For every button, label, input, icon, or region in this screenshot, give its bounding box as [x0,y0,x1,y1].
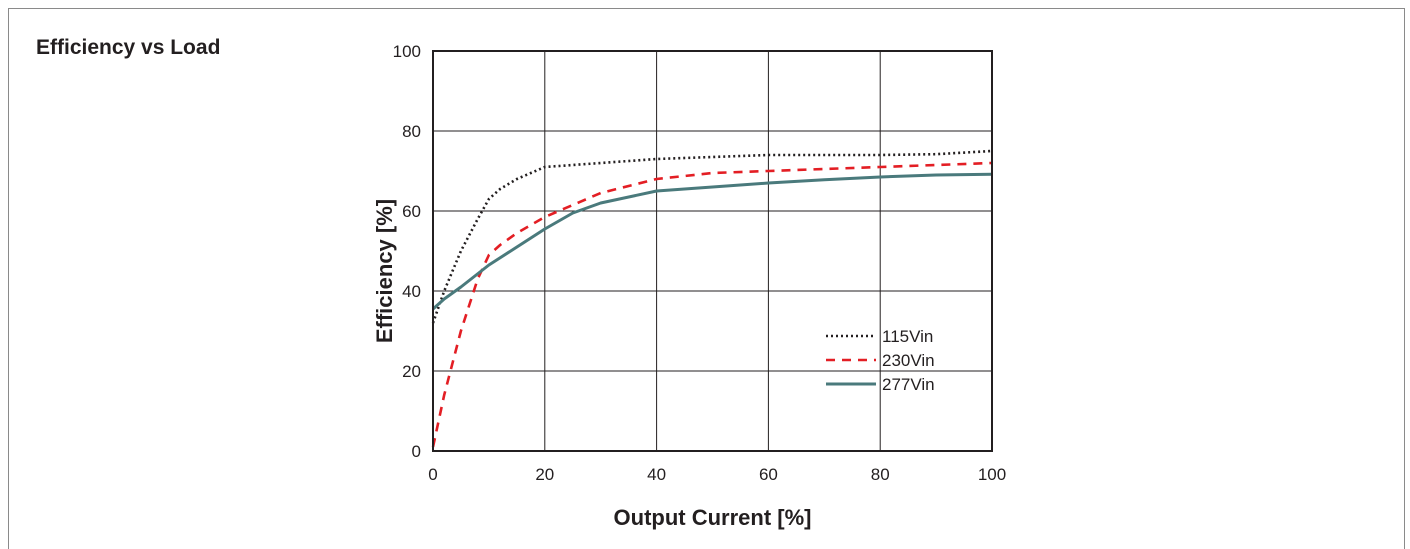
x-tick-label: 80 [871,465,890,484]
series-line-115vin [431,149,993,324]
legend: 115Vin 230Vin 277Vin [826,327,935,394]
legend-label-277vin: 277Vin [882,375,935,394]
x-tick-label: 40 [647,465,666,484]
x-tick-labels: 0 20 40 60 80 100 [428,465,1006,484]
x-tick-label: 100 [978,465,1006,484]
x-tick-label: 20 [535,465,554,484]
panel-title: Efficiency vs Load [36,36,221,59]
y-tick-label: 40 [402,282,421,301]
series-lines [431,149,993,448]
plot-area-border [432,50,993,452]
y-tick-label: 80 [402,122,421,141]
series-line-230vin [431,161,993,448]
legend-label-230vin: 230Vin [882,351,935,370]
y-axis-label: Efficiency [%] [372,199,397,343]
grid-lines [433,51,992,451]
x-tick-label: 60 [759,465,778,484]
x-tick-label: 0 [428,465,437,484]
y-tick-label: 60 [402,202,421,221]
x-axis-label: Output Current [%] [614,505,812,530]
y-tick-label: 20 [402,362,421,381]
chart-frame [8,8,1405,549]
y-tick-labels: 0 20 40 60 80 100 [393,42,421,461]
y-tick-label: 0 [412,442,421,461]
series-line-277vin [432,172,993,311]
y-tick-label: 100 [393,42,421,61]
legend-label-115vin: 115Vin [882,327,933,346]
